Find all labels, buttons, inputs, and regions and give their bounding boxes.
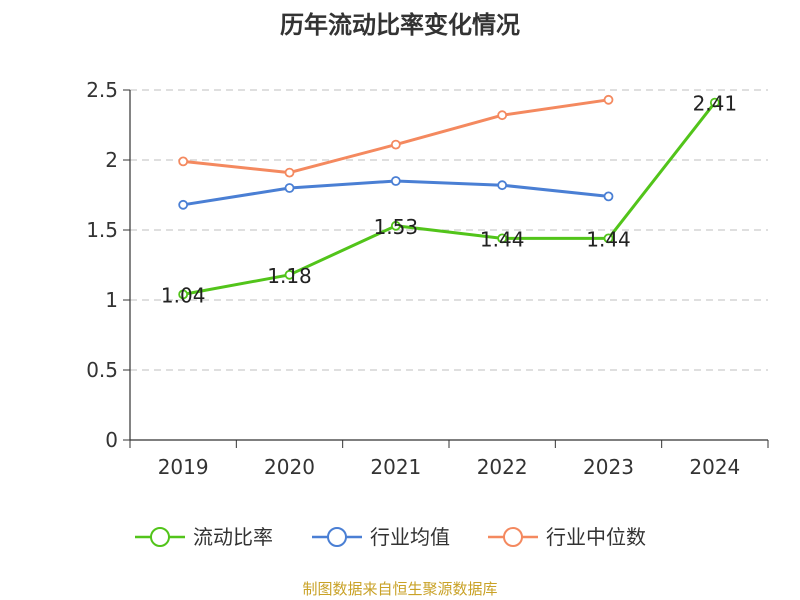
data-label: 1.18 [267,264,312,288]
y-tick-label: 2.5 [86,78,118,102]
legend-label: 行业均值 [370,525,450,549]
data-point[interactable] [178,199,189,210]
data-point[interactable] [390,176,401,186]
data-point[interactable] [497,180,508,191]
x-tick-label: 2022 [477,455,528,479]
y-tick-label: 1 [105,288,118,312]
data-labels: 1.04 1.18 1.53 1.44 1.44 2.41 [161,92,737,308]
data-point[interactable] [390,139,401,150]
data-label: 1.04 [161,283,206,307]
data-point[interactable] [284,269,295,280]
series-group [178,94,720,300]
legend-item[interactable]: 行业中位数 [488,525,646,549]
source-note: 制图数据来自恒生聚源数据库 [302,580,497,598]
legend-label: 行业中位数 [546,525,646,549]
data-point[interactable] [603,94,614,105]
x-axis-ticks: 2019 2020 2021 2022 2023 2024 [129,440,769,479]
legend-marker [503,527,523,547]
series-line [182,101,717,296]
chart-title: 历年流动比率变化情况 [280,11,520,39]
y-tick-label: 0.5 [86,358,118,382]
data-point[interactable] [178,289,189,300]
grid-lines [130,89,768,371]
data-point[interactable] [390,220,401,231]
x-tick-label: 2023 [583,455,634,479]
legend-marker [327,527,347,547]
data-label: 2.41 [693,92,738,116]
legend-label: 流动比率 [193,525,273,549]
y-tick-label: 0 [105,428,118,452]
y-tick-label: 2 [105,148,118,172]
legend-item[interactable]: 流动比率 [135,525,273,549]
axes [129,90,768,441]
series-line [183,98,609,175]
x-tick-label: 2024 [689,455,740,479]
data-point[interactable] [603,191,614,202]
x-tick-label: 2019 [158,455,209,479]
data-point[interactable] [497,233,508,244]
data-point[interactable] [284,183,295,193]
data-point[interactable] [178,156,189,167]
data-point[interactable] [497,110,508,121]
data-point[interactable] [284,167,295,178]
data-label: 1.44 [586,227,631,251]
x-tick-label: 2021 [370,455,421,479]
data-point[interactable] [709,97,720,108]
legend-item[interactable]: 行业均值 [312,525,450,549]
y-axis-ticks: 0 0.5 1 1.5 2 2.5 [86,78,130,452]
data-label: 1.44 [480,227,525,251]
legend[interactable]: 流动比率 行业均值 行业中位数 [135,525,646,549]
data-point[interactable] [603,233,614,244]
y-tick-label: 1.5 [86,218,118,242]
x-tick-label: 2020 [264,455,315,479]
legend-marker [150,527,170,547]
data-label: 1.53 [374,215,419,239]
